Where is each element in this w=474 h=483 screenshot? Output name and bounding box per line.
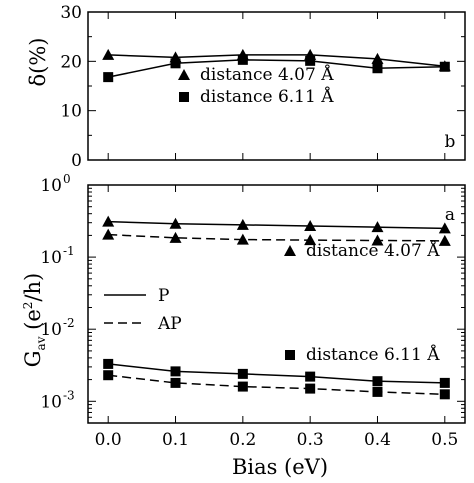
top-series-line-0 <box>108 54 445 68</box>
bottom-panel-label: a <box>445 205 455 225</box>
bottom-series-1-point-1 <box>169 231 182 243</box>
bottom-series-line-0 <box>108 220 445 230</box>
bottom-series-3-point-2 <box>237 381 248 392</box>
bottom-series-0-point-2 <box>236 218 249 230</box>
bottom-xlabel: Bias (eV) <box>232 455 328 479</box>
bottom-xtick-label-1: 0.1 <box>162 430 189 450</box>
bottom-series-1-point-4 <box>371 234 384 246</box>
bottom-series-2-point-1 <box>170 366 181 377</box>
bottom-series-3-point-4 <box>372 386 383 397</box>
bottom-series-0-point-5 <box>438 222 451 234</box>
bottom-series-2-point-4 <box>372 376 383 387</box>
top-legend-label-1: distance 6.11 Å <box>200 86 334 107</box>
bottom-xtick-label-3: 0.3 <box>297 430 324 450</box>
bottom-series-0-point-0 <box>102 215 115 227</box>
bottom-legend-marker-1 <box>285 350 295 360</box>
bottom-series-line-1 <box>108 233 445 242</box>
top-series-1-point-0 <box>103 72 114 83</box>
top-ytick-label-1: 10 <box>60 102 82 122</box>
top-plot-area <box>87 11 466 161</box>
bottom-ytick-exponent-1: -2 <box>63 316 75 330</box>
bottom-panel-frame <box>87 184 466 424</box>
bottom-series-1-point-2 <box>236 233 249 245</box>
bottom-series-line-3 <box>108 374 445 396</box>
bottom-series-2-point-3 <box>305 371 316 382</box>
bottom-xtick-label-5: 0.5 <box>431 430 458 450</box>
bottom-xtick-label-0: 0.0 <box>95 430 122 450</box>
bottom-legend-line-label-1: AP <box>157 314 182 334</box>
top-ticks: 0 10 20 30 <box>60 3 465 171</box>
bottom-series-3-point-0 <box>103 370 114 381</box>
bottom-series-3-point-3 <box>305 383 316 394</box>
bottom-series-line-2 <box>108 363 445 384</box>
bottom-legend: distance 4.07 Å distance 6.11 Å P AP <box>104 240 440 365</box>
top-legend-label-0: distance 4.07 Å <box>200 64 334 85</box>
top-panel-label: b <box>445 132 456 152</box>
top-ytick-label-3: 30 <box>60 3 82 23</box>
top-legend-marker-1 <box>179 92 189 102</box>
bottom-legend-marker-label-0: distance 4.07 Å <box>306 240 440 261</box>
top-series-0-point-4 <box>371 52 384 64</box>
bottom-legend-marker-label-1: distance 6.11 Å <box>306 344 440 365</box>
bottom-series-1-point-5 <box>438 234 451 246</box>
top-series-1-point-3 <box>305 55 316 66</box>
bottom-series-3-point-1 <box>170 377 181 388</box>
bottom-series-3-point-5 <box>439 389 450 400</box>
bottom-series-2-point-2 <box>237 368 248 379</box>
bottom-ytick-exponent-0: -3 <box>63 388 75 402</box>
bottom-ytick-exponent-3: 0 <box>63 172 71 186</box>
top-legend-marker-0 <box>178 69 190 80</box>
top-series-1-point-1 <box>170 58 181 69</box>
bottom-xtick-label-4: 0.4 <box>364 430 391 450</box>
bottom-series-1-point-3 <box>304 234 317 246</box>
top-series-0-point-0 <box>102 48 115 60</box>
top-series-1-point-4 <box>372 63 383 74</box>
bottom-ytick-label-1: 10 <box>40 320 62 340</box>
top-ytick-label-0: 0 <box>71 151 82 171</box>
bottom-series-2-point-5 <box>439 377 450 388</box>
bottom-ytick-label-3: 10 <box>40 176 62 196</box>
top-ylabel: δ(%) <box>26 38 50 87</box>
bottom-plot-area <box>87 184 466 424</box>
bottom-ytick-exponent-2: -1 <box>63 244 75 258</box>
bottom-series-0-point-1 <box>169 217 182 229</box>
bottom-ytick-label-2: 10 <box>40 248 62 268</box>
top-series-1-point-5 <box>439 61 450 72</box>
bottom-ylabel: Gav (e2/h) <box>21 273 48 367</box>
bottom-series-1-point-0 <box>102 228 115 240</box>
bottom-series-2-point-0 <box>103 358 114 369</box>
bottom-legend-line-label-0: P <box>158 286 169 306</box>
bottom-series-0-point-4 <box>371 221 384 233</box>
bottom-series <box>102 215 451 400</box>
bottom-xtick-label-2: 0.2 <box>229 430 256 450</box>
bottom-legend-marker-0 <box>284 245 296 256</box>
bottom-series-0-point-3 <box>304 219 317 231</box>
top-series <box>102 48 451 83</box>
top-series-line-1 <box>108 59 445 78</box>
top-series-1-point-2 <box>237 54 248 65</box>
top-panel-frame <box>87 11 466 161</box>
top-ytick-label-2: 20 <box>60 52 82 72</box>
bottom-ytick-label-0: 10 <box>40 392 62 412</box>
